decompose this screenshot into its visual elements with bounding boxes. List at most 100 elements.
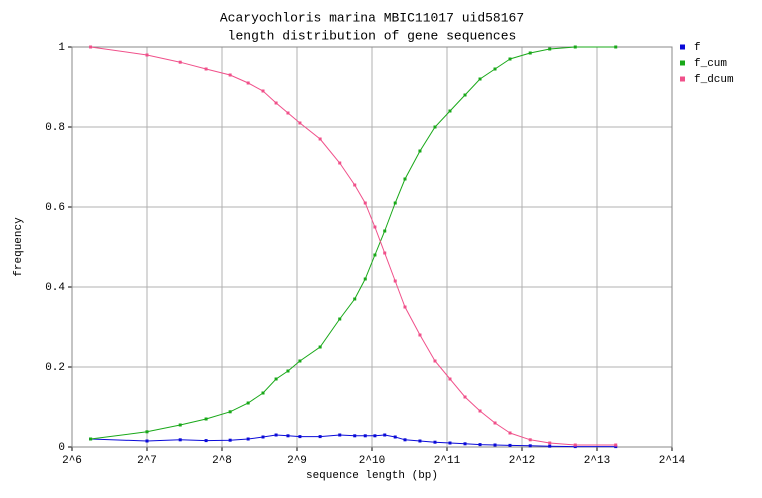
point — [338, 161, 342, 165]
y-tick-label: 0.2 — [45, 362, 65, 374]
point — [318, 345, 322, 349]
point — [573, 443, 577, 447]
point — [448, 109, 452, 113]
point — [528, 438, 532, 442]
point — [393, 435, 397, 439]
point — [614, 443, 618, 447]
point — [261, 435, 265, 439]
point — [493, 67, 497, 71]
point — [528, 444, 532, 448]
point — [353, 297, 357, 301]
x-tick-label: 2^6 — [62, 455, 82, 467]
point — [246, 81, 250, 85]
point — [178, 423, 182, 427]
point — [548, 47, 552, 51]
x-tick-label: 2^8 — [212, 455, 232, 467]
point — [353, 183, 357, 187]
point — [383, 433, 387, 437]
point — [573, 45, 577, 49]
x-tick-label: 2^9 — [287, 455, 307, 467]
point — [528, 51, 532, 55]
point — [463, 442, 467, 446]
point — [373, 434, 377, 438]
point — [228, 410, 232, 414]
point — [204, 67, 208, 71]
point — [383, 229, 387, 233]
plot-frame — [71, 46, 673, 448]
point — [363, 434, 367, 438]
point — [178, 60, 182, 64]
x-tick-label: 2^10 — [359, 455, 385, 467]
legend-marker — [680, 76, 685, 82]
point — [383, 251, 387, 255]
point — [418, 333, 422, 337]
series-line — [90, 46, 616, 446]
series-line — [90, 46, 616, 440]
y-axis-label: frequency — [13, 217, 25, 277]
y-tick-label: 0.8 — [45, 122, 65, 134]
x-tick-label: 2^12 — [509, 455, 535, 467]
point — [403, 177, 407, 181]
point — [274, 377, 278, 381]
point — [318, 435, 322, 439]
x-tick-label: 2^11 — [434, 455, 461, 467]
point — [246, 401, 250, 405]
point — [403, 438, 407, 442]
point — [363, 277, 367, 281]
point — [338, 433, 342, 437]
y-tick-label: 0.6 — [45, 202, 65, 214]
point — [433, 440, 437, 444]
point — [448, 441, 452, 445]
x-tick-label: 2^13 — [584, 455, 610, 467]
point — [418, 439, 422, 443]
point — [448, 377, 452, 381]
point — [478, 77, 482, 81]
point — [478, 443, 482, 447]
y-tick-label: 1 — [58, 42, 65, 54]
point — [228, 438, 232, 442]
point — [274, 101, 278, 105]
point — [508, 431, 512, 435]
y-tick-label: 0 — [58, 442, 65, 454]
point — [89, 437, 93, 441]
point — [433, 359, 437, 363]
point — [338, 317, 342, 321]
point — [204, 417, 208, 421]
point — [178, 438, 182, 442]
point — [373, 225, 377, 229]
point — [298, 359, 302, 363]
point — [463, 93, 467, 97]
point — [548, 441, 552, 445]
point — [228, 73, 232, 77]
point — [286, 369, 290, 373]
point — [573, 445, 577, 449]
point — [298, 435, 302, 439]
legend-marker — [680, 60, 685, 66]
point — [204, 439, 208, 443]
x-tick-label: 2^14 — [659, 455, 686, 467]
point — [145, 439, 149, 443]
chart-title: Acaryochloris marina MBIC11017 uid58167 — [220, 10, 524, 25]
point — [614, 445, 618, 449]
point — [363, 201, 367, 205]
chart-subtitle: length distribution of gene sequences — [228, 28, 517, 43]
point — [478, 409, 482, 413]
point — [286, 111, 290, 115]
point — [246, 437, 250, 441]
y-tick-label: 0.4 — [45, 282, 65, 294]
point — [261, 391, 265, 395]
point — [393, 201, 397, 205]
legend-label: f — [694, 42, 701, 54]
point — [286, 434, 290, 438]
point — [418, 149, 422, 153]
legend-marker — [680, 44, 685, 50]
point — [373, 253, 377, 257]
point — [463, 395, 467, 399]
point — [318, 137, 322, 141]
x-axis-label: sequence length (bp) — [306, 470, 438, 482]
point — [493, 443, 497, 447]
x-tick-label: 2^7 — [137, 455, 157, 467]
point — [145, 53, 149, 57]
legend-label: f_cum — [694, 58, 727, 70]
